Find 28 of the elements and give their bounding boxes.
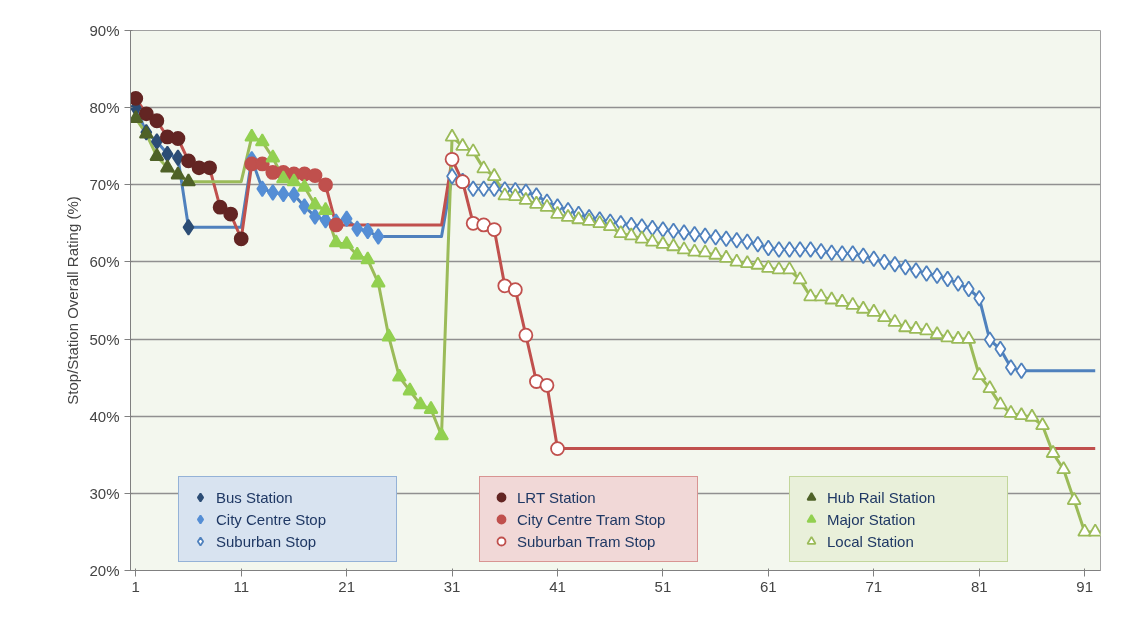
x-tick-label: 71 <box>865 577 883 595</box>
x-tick-label: 51 <box>654 577 672 595</box>
x-tick-label: 81 <box>970 577 988 595</box>
legend-label: Suburban Stop <box>216 532 318 550</box>
legend-label: Bus Station <box>216 488 294 506</box>
legend-label: Major Station <box>827 510 917 528</box>
y-tick-label: 90% <box>89 22 120 39</box>
y-tick-label: 80% <box>89 99 120 117</box>
y-tick-label: 70% <box>89 176 120 194</box>
legend-label: Local Station <box>827 532 915 550</box>
x-tick-label: 1 <box>131 577 140 595</box>
legend-label: City Centre Stop <box>216 510 328 528</box>
legend-label: LRT Station <box>517 488 597 506</box>
y-axis-title: Stop/Station Overall Rating (%) <box>64 196 82 405</box>
y-tick-label: 30% <box>89 484 120 502</box>
x-tick-label: 31 <box>443 577 461 595</box>
legend-label: Suburban Tram Stop <box>517 532 657 550</box>
y-tick-label: 60% <box>89 253 120 271</box>
legend-label: City Centre Tram Stop <box>517 510 667 528</box>
x-tick-label: 21 <box>338 577 355 595</box>
legend-label: Hub Rail Station <box>827 488 937 506</box>
y-tick-label: 20% <box>89 562 120 579</box>
x-tick-label: 11 <box>233 577 249 595</box>
y-tick-label: 40% <box>89 407 120 425</box>
x-tick-label: 61 <box>760 577 777 595</box>
y-tick-label: 50% <box>89 330 120 348</box>
x-tick-label: 91 <box>1076 577 1094 595</box>
x-tick-label: 41 <box>549 577 566 595</box>
